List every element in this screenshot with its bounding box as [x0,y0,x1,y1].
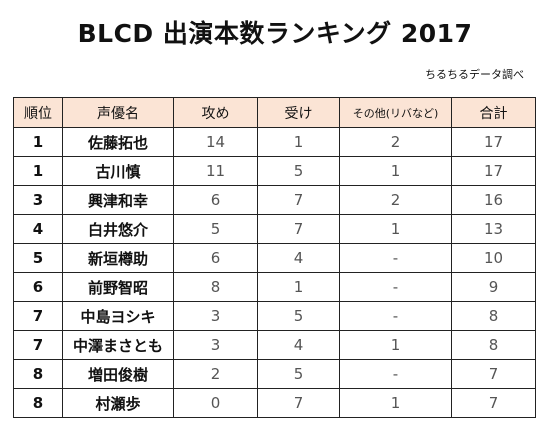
uke-cell: 5 [257,301,340,331]
rank-cell: 4 [13,214,63,244]
seme-cell: 2 [173,359,258,389]
name-cell: 村瀬歩 [62,388,174,418]
name-cell: 中島ヨシキ [62,301,174,331]
seme-cell: 11 [173,156,258,186]
header-other: その他(リバなど) [339,97,452,128]
other-cell: - [339,272,452,302]
total-cell: 13 [451,214,536,244]
rank-cell: 6 [13,272,63,302]
uke-cell: 7 [257,185,340,215]
total-cell: 16 [451,185,536,215]
table-row: 4 白井悠介 5 7 1 13 [13,214,536,244]
table-row: 7 中澤まさとも 3 4 1 8 [13,330,536,360]
name-cell: 白井悠介 [62,214,174,244]
name-cell: 中澤まさとも [62,330,174,360]
table-row: 1 古川慎 11 5 1 17 [13,156,536,186]
rank-cell: 8 [13,359,63,389]
table-row: 5 新垣樽助 6 4-10 [13,243,536,273]
name-cell: 佐藤拓也 [62,127,174,157]
total-cell: 7 [451,388,536,418]
page-title: BLCD 出演本数ランキング 2017 [77,19,473,48]
uke-cell: 5 [257,359,340,389]
header-name: 声優名 [62,97,174,128]
rank-cell: 7 [13,301,63,331]
other-cell: 2 [339,127,452,157]
total-cell: 10 [451,243,536,273]
seme-cell: 3 [173,330,258,360]
total-cell: 9 [451,272,536,302]
total-cell: 17 [451,127,536,157]
table-row: 3 興津和幸 6 7 2 16 [13,185,536,215]
name-cell: 前野智昭 [62,272,174,302]
header-uke: 受け [257,97,340,128]
other-cell: - [339,243,452,273]
seme-cell: 14 [173,127,258,157]
uke-cell: 4 [257,330,340,360]
uke-cell: 4 [257,243,340,273]
rank-cell: 5 [13,243,63,273]
name-cell: 古川慎 [62,156,174,186]
table-row: 6 前野智昭 8 1-9 [13,272,536,302]
source-credit: ちるちるデータ調べ [425,68,524,81]
total-cell: 7 [451,359,536,389]
header-total: 合計 [451,97,536,128]
header-rank: 順位 [13,97,63,128]
total-cell: 8 [451,301,536,331]
other-cell: 1 [339,156,452,186]
rank-cell: 1 [13,156,63,186]
seme-cell: 3 [173,301,258,331]
table-row: 1 佐藤拓也 14 1 2 17 [13,127,536,157]
other-cell: - [339,359,452,389]
seme-cell: 5 [173,214,258,244]
table-row: 8 村瀬歩 0 7 1 7 [13,388,536,418]
rank-cell: 8 [13,388,63,418]
name-cell: 興津和幸 [62,185,174,215]
header-seme: 攻め [173,97,258,128]
other-cell: 2 [339,185,452,215]
other-cell: - [339,301,452,331]
header-row: 順位 声優名 攻め 受け その他(リバなど) 合計 [13,97,536,128]
other-cell: 1 [339,214,452,244]
table-row: 7 中島ヨシキ 3 5-8 [13,301,536,331]
total-cell: 8 [451,330,536,360]
ranking-table: 順位 声優名 攻め 受け その他(リバなど) 合計 1 佐藤拓也 14 1 2 17 1 古川… [13,97,536,418]
seme-cell: 6 [173,243,258,273]
uke-cell: 1 [257,272,340,302]
other-cell: 1 [339,388,452,418]
other-cell: 1 [339,330,452,360]
name-cell: 増田俊樹 [62,359,174,389]
rank-cell: 7 [13,330,63,360]
seme-cell: 0 [173,388,258,418]
rank-cell: 3 [13,185,63,215]
uke-cell: 5 [257,156,340,186]
seme-cell: 6 [173,185,258,215]
uke-cell: 1 [257,127,340,157]
table-row: 8 増田俊樹 2 5-7 [13,359,536,389]
uke-cell: 7 [257,214,340,244]
uke-cell: 7 [257,388,340,418]
name-cell: 新垣樽助 [62,243,174,273]
seme-cell: 8 [173,272,258,302]
total-cell: 17 [451,156,536,186]
rank-cell: 1 [13,127,63,157]
